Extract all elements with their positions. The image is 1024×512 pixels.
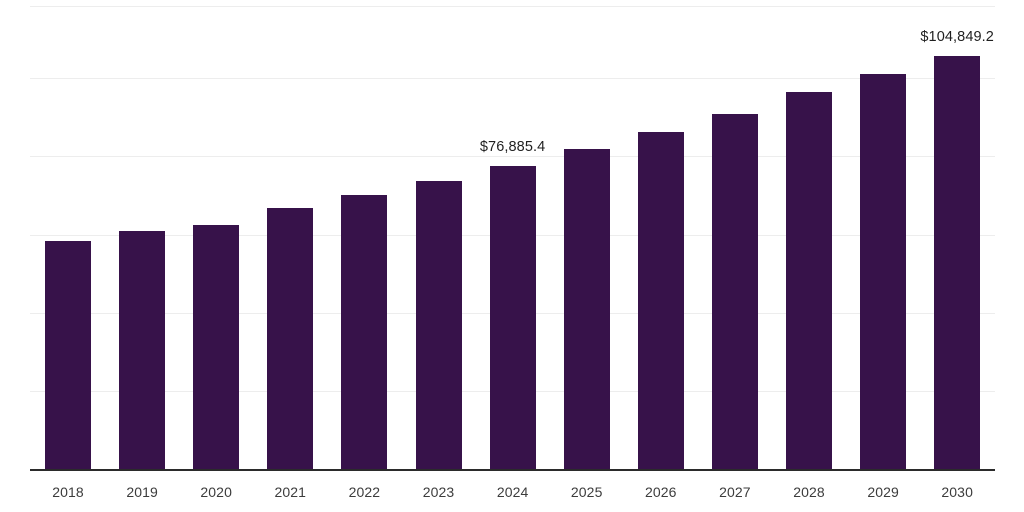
x-axis-line <box>30 469 995 471</box>
x-tick-label-2021: 2021 <box>274 484 307 500</box>
x-tick-label-2028: 2028 <box>793 484 825 500</box>
bar-value-label-2030: $104,849.2 <box>920 28 994 45</box>
bar-2023[interactable] <box>415 180 462 469</box>
x-tick-label-2024: 2024 <box>496 484 529 500</box>
bar-2019[interactable] <box>119 230 166 469</box>
gridline <box>30 6 995 7</box>
gridline <box>30 156 995 157</box>
bar-2030[interactable] <box>934 55 981 469</box>
x-tick-label-2026: 2026 <box>645 484 677 500</box>
bar-2025[interactable] <box>563 148 610 469</box>
gridline <box>30 78 995 79</box>
bar-2022[interactable] <box>341 195 388 469</box>
plot-area: $76,885.4 $104,849.2 <box>30 6 995 469</box>
bar-2021[interactable] <box>267 207 314 469</box>
x-tick-label-2022: 2022 <box>348 484 381 500</box>
x-tick-label-2029: 2029 <box>867 484 899 500</box>
bar-value-label-2024: $76,885.4 <box>479 138 546 155</box>
x-tick-label-2027: 2027 <box>719 484 751 500</box>
bar-2027[interactable] <box>711 113 758 469</box>
x-tick-label-2025: 2025 <box>570 484 603 500</box>
x-tick-label-2019: 2019 <box>126 484 158 500</box>
x-tick-label-2018: 2018 <box>52 484 84 500</box>
x-tick-label-2030: 2030 <box>941 484 973 500</box>
x-tick-label-2023: 2023 <box>422 484 455 500</box>
bar-2018[interactable] <box>45 241 91 469</box>
bar-2029[interactable] <box>860 74 907 469</box>
bar-2026[interactable] <box>637 131 684 469</box>
x-tick-label-2020: 2020 <box>200 484 232 500</box>
bar-2020[interactable] <box>193 225 240 469</box>
bar-2024[interactable] <box>489 165 536 469</box>
bar-2028[interactable] <box>786 92 832 469</box>
